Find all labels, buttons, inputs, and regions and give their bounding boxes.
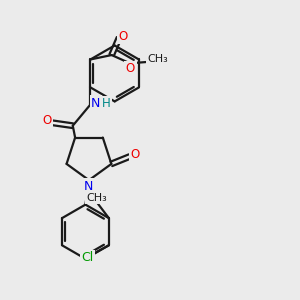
Text: O: O	[126, 62, 135, 75]
Text: O: O	[119, 30, 128, 43]
Text: H: H	[101, 97, 110, 110]
Text: O: O	[130, 148, 140, 161]
Text: CH₃: CH₃	[147, 55, 168, 64]
Text: Cl: Cl	[81, 251, 94, 264]
Text: O: O	[42, 114, 52, 127]
Text: N: N	[84, 180, 93, 193]
Text: N: N	[91, 97, 101, 110]
Text: CH₃: CH₃	[87, 193, 107, 203]
